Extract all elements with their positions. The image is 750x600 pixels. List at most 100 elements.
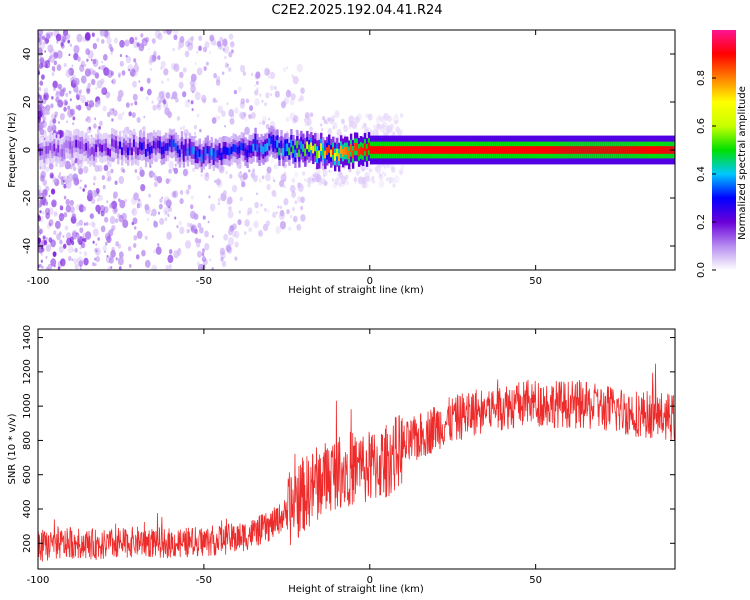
- spectrogram-noise-cell: [225, 244, 232, 253]
- spectrogram-ridge-cell: [148, 146, 152, 155]
- spectrogram-noise-cell: [394, 175, 400, 184]
- spectrogram-noise-cell: [237, 219, 242, 226]
- spectrogram-ridge-cell: [226, 147, 229, 156]
- spectrogram-noise-cell: [133, 235, 138, 241]
- spectrogram-ridge-cell: [212, 152, 215, 161]
- spectrogram-ridge-cell: [660, 146, 663, 154]
- spectrogram-ridge-cell: [83, 143, 86, 152]
- spectrogram-cells: [38, 30, 675, 270]
- spectrogram-noise-cell: [157, 32, 163, 41]
- spectrogram-noise-cell: [57, 101, 61, 107]
- spectrogram-noise-cell: [109, 256, 114, 264]
- spectrogram-noise-cell: [186, 222, 191, 228]
- spectrogram-noise-cell: [392, 131, 396, 137]
- spectrogram-noise-cell: [284, 171, 286, 174]
- spectrogram-noise-cell: [49, 54, 56, 64]
- spectrogram-ridge-cell: [552, 146, 556, 154]
- spectrogram-ridge-cell: [493, 146, 496, 154]
- spectrogram-ridge-cell: [527, 146, 530, 154]
- spectrogram-noise-cell: [101, 87, 108, 95]
- spectrogram-noise-cell: [38, 110, 42, 120]
- spectrogram-noise-cell: [52, 176, 57, 184]
- spectrogram-ridge-cell: [425, 146, 428, 154]
- spectrogram-noise-cell: [292, 207, 296, 212]
- spectrogram-noise-cell: [86, 58, 89, 62]
- spectrogram-noise-cell: [156, 102, 162, 111]
- spectrogram-noise-cell: [276, 211, 278, 214]
- spectrogram-ridge-cell: [644, 146, 647, 154]
- spectrogram-ridge-cell: [176, 145, 180, 154]
- spectrogram-noise-cell: [138, 80, 141, 83]
- spectrogram-noise-cell: [223, 45, 229, 54]
- spectrogram-noise-cell: [283, 96, 290, 105]
- spectrogram-ridge-cell: [49, 142, 52, 151]
- spectrogram-ridge-cell: [574, 146, 578, 154]
- spectrogram-ridge-cell: [618, 146, 622, 154]
- spectrogram-ridge-cell: [634, 146, 637, 154]
- spectrogram-noise-cell: [109, 202, 114, 209]
- spectrogram-noise-cell: [48, 219, 54, 227]
- spectrogram-noise-cell: [42, 120, 45, 124]
- spectrogram-ridge-cell: [483, 146, 486, 154]
- spectrogram-ridge-cell: [206, 145, 210, 154]
- spectrogram-noise-cell: [400, 113, 404, 118]
- spectrogram-ridge-cell: [405, 146, 409, 154]
- spectrogram-noise-cell: [78, 204, 85, 213]
- spectrogram-noise-cell: [182, 125, 186, 130]
- spectrogram-noise-cell: [151, 100, 154, 104]
- spectrogram-ridge-cell: [67, 140, 70, 149]
- spectrogram-ridge-cell: [411, 146, 415, 154]
- spectrogram-ridge-cell: [97, 139, 100, 148]
- spectrogram-noise-cell: [264, 102, 267, 107]
- spectrogram-noise-cell: [38, 215, 42, 222]
- spectrogram-noise-cell: [97, 165, 103, 172]
- spectrogram-noise-cell: [131, 207, 138, 216]
- spectrogram-noise-cell: [76, 221, 80, 227]
- spectrogram-noise-cell: [158, 91, 165, 100]
- spectrogram-ridge-cell: [465, 146, 468, 154]
- spectrogram-ridge-cell: [347, 150, 351, 159]
- spectrogram-noise-cell: [283, 184, 286, 189]
- spectrogram-noise-cell: [372, 179, 375, 184]
- spectrogram-ridge-cell: [57, 144, 60, 153]
- spectrogram-noise-cell: [57, 83, 61, 89]
- spectrogram-noise-cell: [312, 178, 316, 183]
- spectrogram-noise-cell: [345, 180, 350, 186]
- spectrogram-noise-cell: [202, 248, 205, 253]
- spectrogram-ridge-cell: [126, 147, 130, 156]
- spectrogram-ridge-cell: [290, 139, 293, 148]
- spectrogram-noise-cell: [42, 106, 45, 109]
- spectrogram-noise-cell: [354, 182, 357, 185]
- spectrogram-noise-cell: [341, 118, 345, 124]
- spectrogram-noise-cell: [51, 96, 54, 100]
- spectrogram-noise-cell: [172, 47, 175, 52]
- spectrogram-noise-cell: [309, 112, 314, 118]
- spectrogram-noise-cell: [51, 127, 54, 131]
- spectrogram-noise-cell: [94, 247, 101, 256]
- spectrogram-noise-cell: [71, 248, 75, 252]
- spectrogram-noise-cell: [176, 115, 181, 121]
- spectrogram-ridge-cell: [337, 153, 341, 161]
- spectrogram-noise-cell: [151, 171, 156, 177]
- spectrogram-noise-cell: [248, 226, 253, 233]
- spectrogram-ridge-cell: [130, 147, 134, 156]
- spectrogram-ridge-cell: [495, 146, 498, 154]
- spectrogram-noise-cell: [103, 206, 109, 214]
- spectrogram-ridge-cell: [286, 143, 289, 152]
- spectrogram-noise-cell: [43, 87, 49, 95]
- spectrogram-noise-cell: [238, 111, 244, 119]
- spectrogram-noise-cell: [62, 235, 65, 238]
- spectrogram-noise-cell: [234, 107, 239, 114]
- spectrogram-noise-cell: [195, 50, 199, 54]
- spectrogram-noise-cell: [80, 242, 86, 249]
- y-tick-label: 1200: [22, 359, 33, 384]
- spectrogram-noise-cell: [196, 250, 202, 258]
- spectrogram-noise-cell: [353, 176, 358, 183]
- spectrogram-ridge-cell: [322, 147, 325, 156]
- spectrogram-noise-cell: [68, 53, 71, 57]
- spectrogram-ridge-cell: [73, 140, 76, 149]
- spectrogram-ridge-cell: [146, 143, 150, 152]
- spectrogram-noise-cell: [248, 169, 251, 173]
- spectrogram-noise-cell: [63, 106, 67, 112]
- spectrogram-noise-cell: [273, 179, 276, 183]
